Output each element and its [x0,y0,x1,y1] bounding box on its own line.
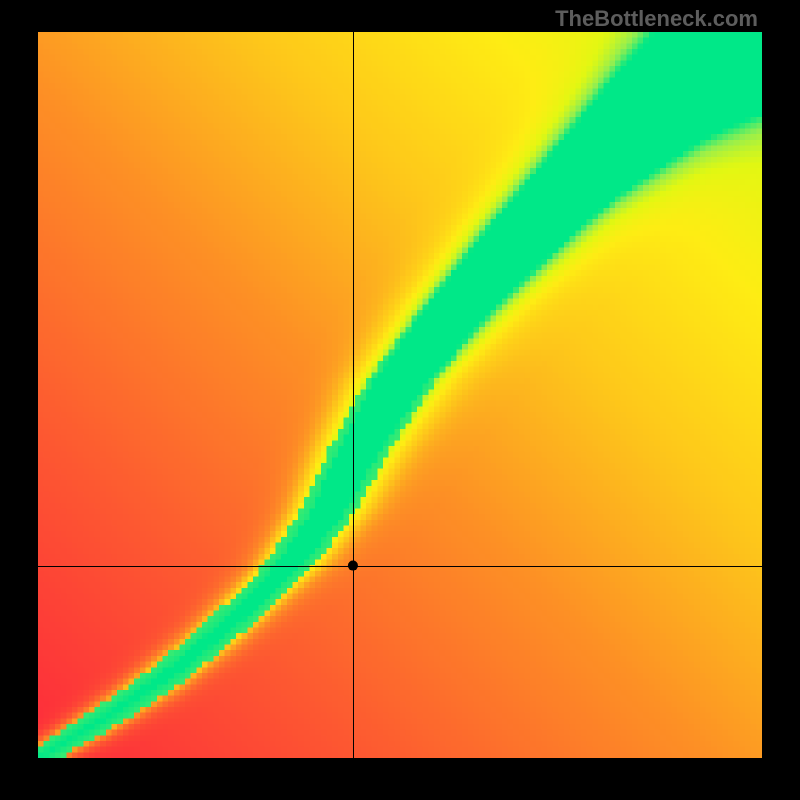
crosshair-overlay [38,32,762,758]
chart-container: TheBottleneck.com [0,0,800,800]
watermark-text: TheBottleneck.com [555,6,758,32]
